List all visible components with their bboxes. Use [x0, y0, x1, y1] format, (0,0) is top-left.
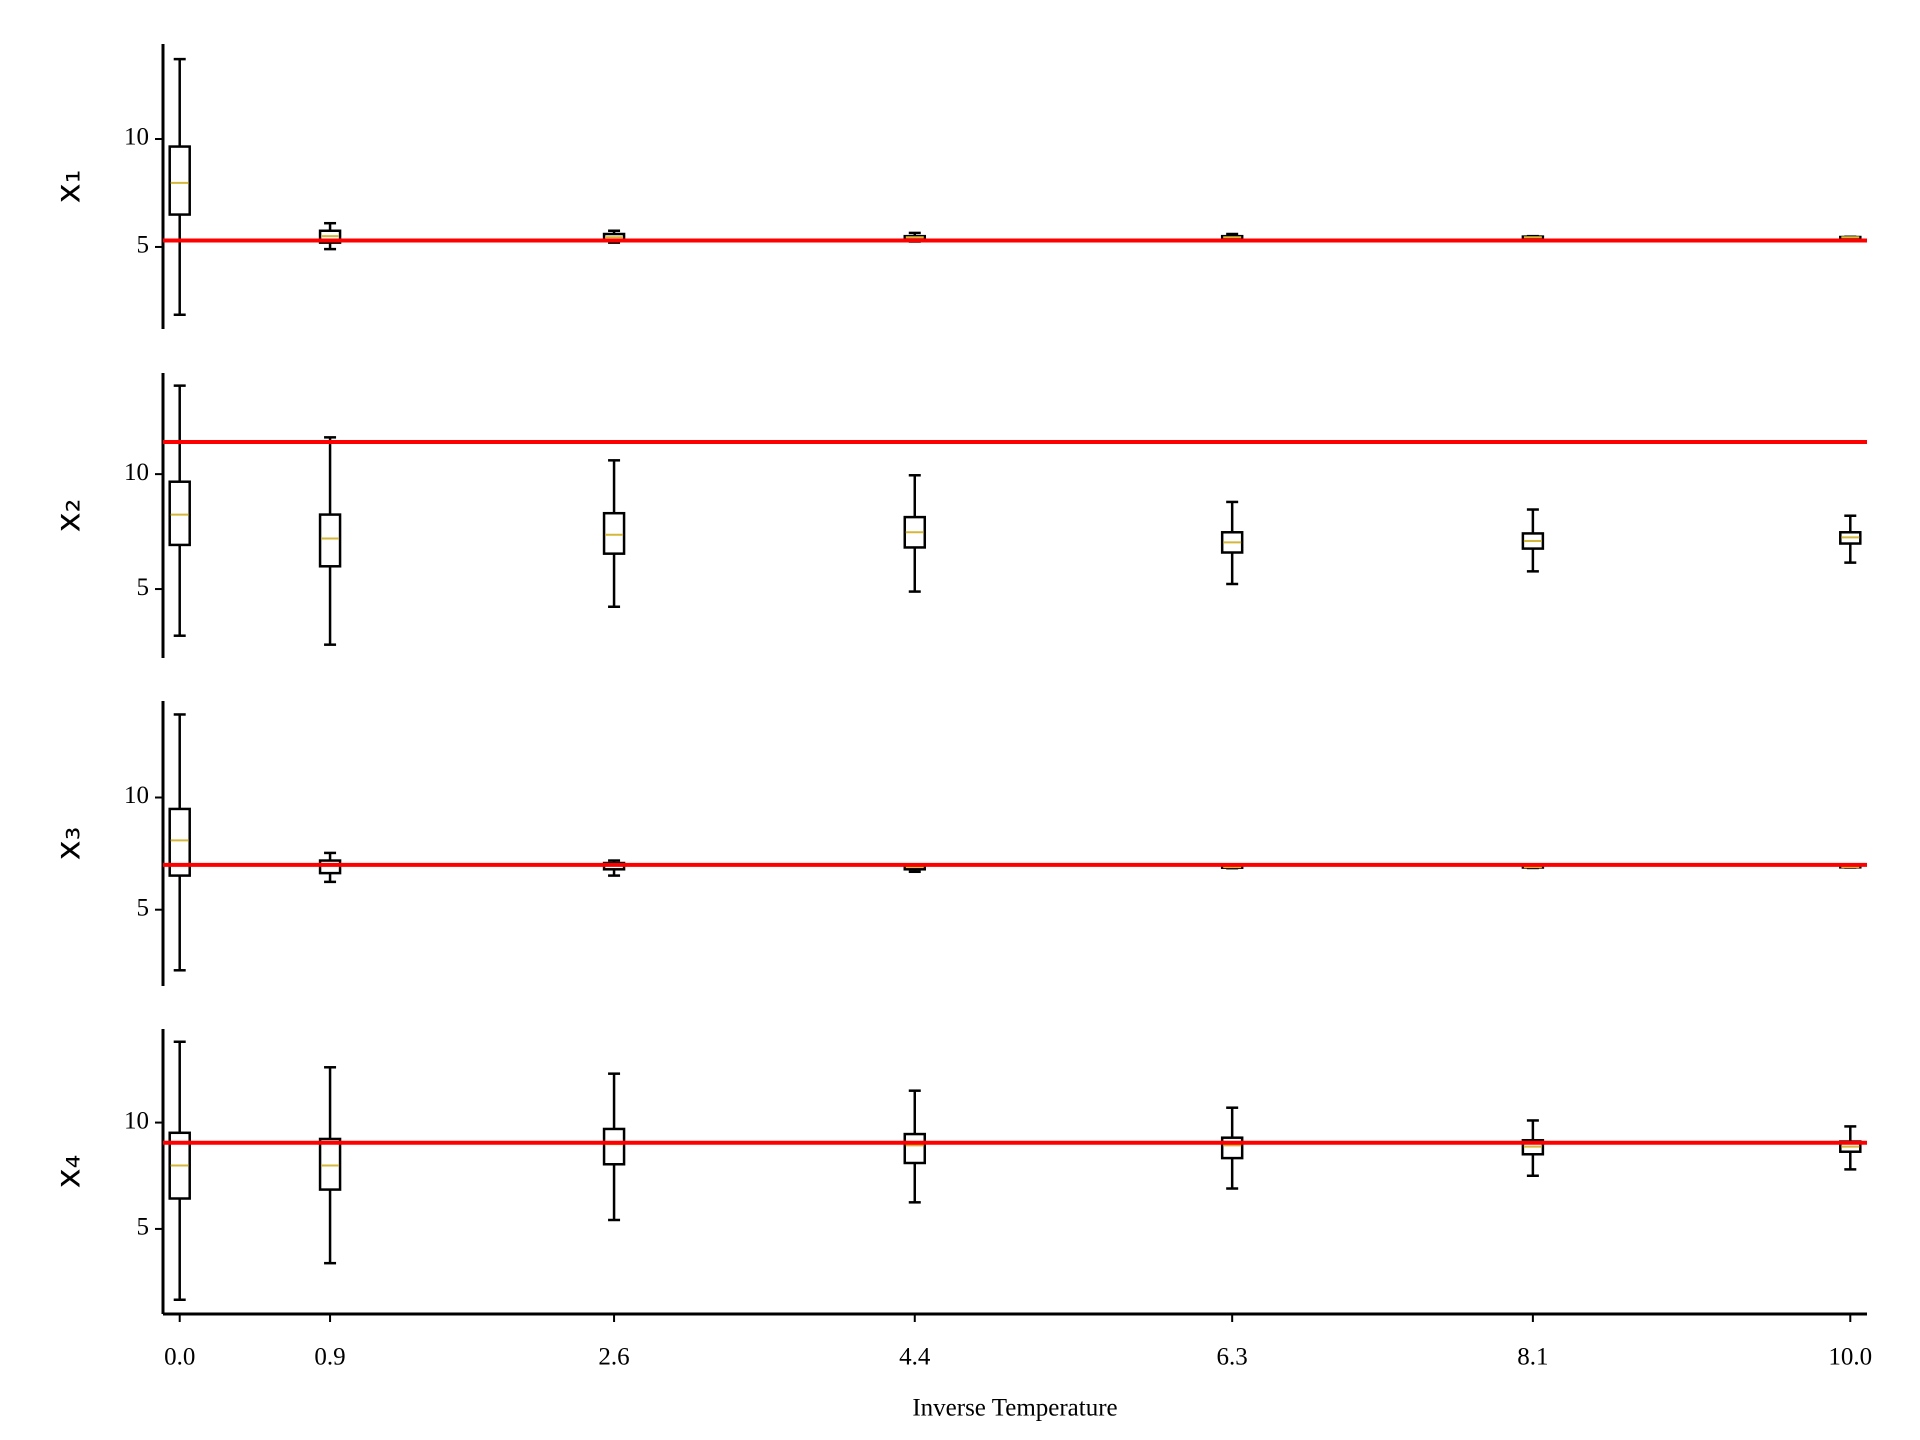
y-axis-label: x₄	[49, 1155, 89, 1189]
y-axis-label: x₃	[49, 827, 89, 861]
y-axis-label: x₂	[49, 499, 89, 533]
box	[318, 513, 342, 568]
box	[1220, 234, 1244, 240]
x-tick-label: 6.3	[1217, 1344, 1248, 1371]
box	[168, 145, 191, 216]
x-tick-label: 0.0	[164, 1344, 195, 1371]
box	[903, 515, 927, 549]
box	[1521, 1138, 1545, 1156]
y-axis-label: x₁	[49, 170, 89, 204]
box	[1220, 1136, 1244, 1160]
box	[168, 807, 191, 877]
box	[318, 859, 342, 875]
box	[602, 511, 626, 555]
x-tick-label: 4.4	[899, 1344, 931, 1371]
x-axis-label: Inverse Temperature	[912, 1395, 1117, 1422]
x-tick-label: 2.6	[598, 1344, 629, 1371]
y-tick-label: 5	[137, 894, 150, 921]
y-tick-label: 10	[124, 1107, 149, 1134]
box	[1521, 532, 1545, 550]
box	[318, 1137, 342, 1191]
box	[168, 1131, 191, 1200]
box	[903, 1132, 927, 1165]
y-tick-label: 10	[124, 459, 149, 486]
box	[1839, 531, 1862, 545]
box	[602, 1127, 626, 1166]
box	[168, 480, 191, 547]
y-tick-label: 10	[124, 124, 149, 151]
y-tick-label: 5	[137, 232, 150, 259]
y-tick-label: 5	[137, 1214, 150, 1241]
x-tick-label: 8.1	[1517, 1344, 1548, 1371]
x-tick-label: 0.9	[314, 1344, 345, 1371]
box	[1220, 531, 1244, 554]
y-tick-label: 10	[124, 782, 149, 809]
x-tick-label: 10.0	[1828, 1344, 1872, 1371]
y-tick-label: 5	[137, 574, 150, 601]
box	[318, 229, 342, 244]
